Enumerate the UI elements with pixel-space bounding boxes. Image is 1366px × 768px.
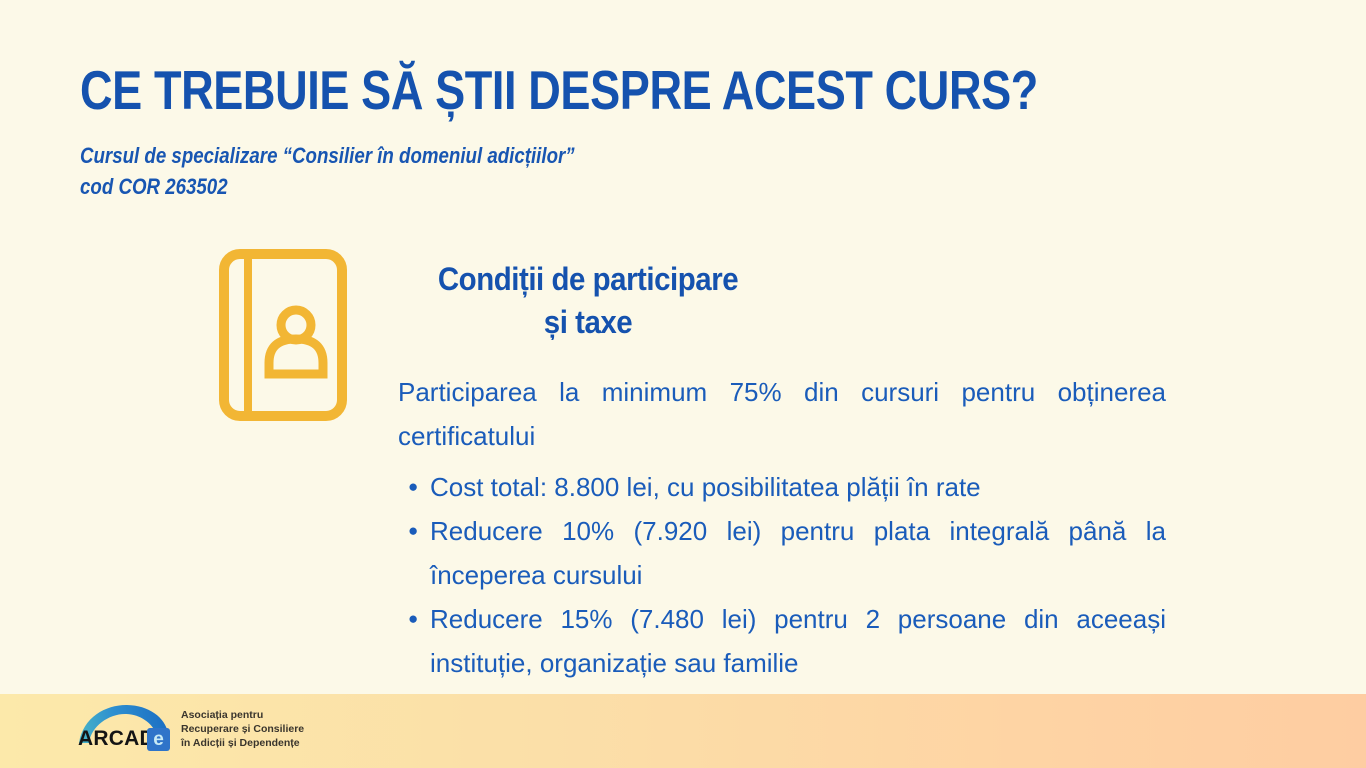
section-paragraph: Participarea la minimum 75% din cursuri … — [398, 377, 1166, 451]
logo-e-badge: e — [147, 728, 170, 751]
logo-wordmark: ARCAD — [78, 727, 155, 750]
section-heading-line2: și taxe — [543, 304, 633, 340]
subtitle-line2: cod COR 263502 — [80, 174, 228, 199]
logo-tagline-line2: Recuperare și Consiliere — [181, 723, 305, 735]
logo-tagline: Asociația pentru Recuperare și Consilier… — [181, 708, 304, 750]
bullet-dot-icon: ● — [408, 477, 419, 496]
bullet-item: ● Reducere 15% (7.480 lei) pentru 2 pers… — [398, 597, 1166, 685]
bullet-item: ● Reducere 10% (7.920 lei) pentru plata … — [398, 509, 1166, 597]
arcade-logo-mark: ARCAD e — [76, 702, 170, 756]
subtitle-line1: Cursul de specializare “Consilier în dom… — [80, 143, 575, 168]
logo-tagline-line1: Asociația pentru — [181, 709, 264, 721]
page-title: CE TREBUIE SĂ ȘTII DESPRE ACEST CURS? — [80, 59, 1038, 121]
logo-tagline-line3: în Adicții și Dependențe — [181, 737, 300, 749]
bullet-text: Cost total: 8.800 lei, cu posibilitatea … — [430, 472, 981, 502]
bullet-dot-icon: ● — [408, 521, 419, 540]
footer-band: ARCAD e Asociația pentru Recuperare și C… — [0, 694, 1366, 768]
logo-arc-icon — [79, 705, 168, 743]
bullet-text: Reducere 15% (7.480 lei) pentru 2 persoa… — [430, 604, 1166, 678]
course-book-person-icon — [219, 249, 347, 421]
section-heading: Condiții de participare și taxe — [413, 258, 763, 344]
bullet-dot-icon: ● — [408, 609, 419, 628]
subtitle: Cursul de specializare “Consilier în dom… — [80, 140, 575, 202]
content-column: Condiții de participare și taxe Particip… — [398, 258, 1166, 685]
bullet-item: ● Cost total: 8.800 lei, cu posibilitate… — [398, 465, 1166, 509]
bullet-text: Reducere 10% (7.920 lei) pentru plata in… — [430, 516, 1166, 590]
section-heading-line1: Condiții de participare — [437, 261, 739, 297]
arcade-logo: ARCAD e Asociația pentru Recuperare și C… — [76, 702, 304, 756]
bullet-list: ● Cost total: 8.800 lei, cu posibilitate… — [398, 465, 1166, 685]
